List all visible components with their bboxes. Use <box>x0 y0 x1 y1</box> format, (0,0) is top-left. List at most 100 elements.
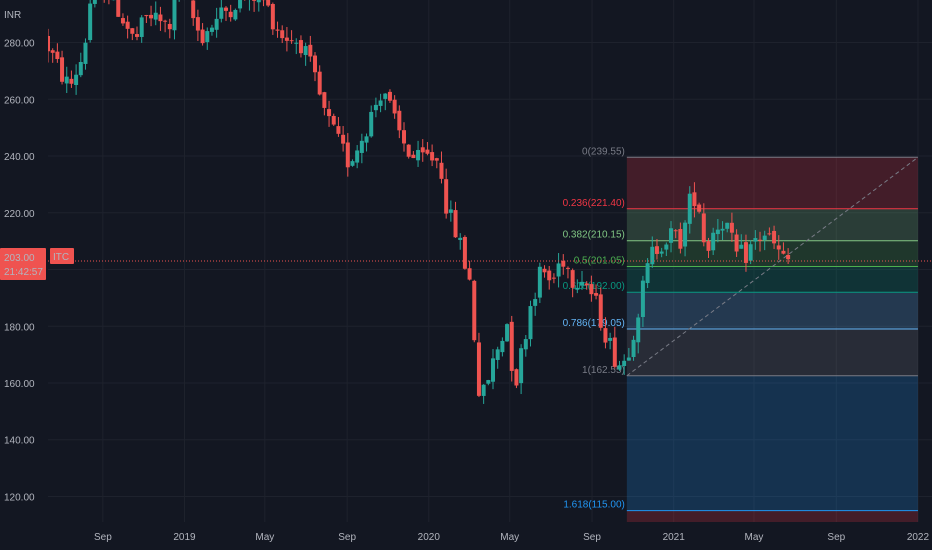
candle-body <box>317 71 322 95</box>
candle-body <box>125 21 130 29</box>
candle-body <box>762 235 767 240</box>
candle-body <box>397 110 402 131</box>
candle-body <box>697 204 702 212</box>
candle-body <box>444 179 449 214</box>
candle-body <box>172 0 177 31</box>
candle-body <box>753 238 758 242</box>
candle-body <box>505 324 510 342</box>
candle-body <box>416 149 421 161</box>
candle-body <box>491 358 496 382</box>
candle-body <box>603 328 608 343</box>
candles <box>46 0 791 404</box>
candle-body <box>434 158 439 161</box>
candle-body <box>153 12 158 20</box>
candle-body <box>322 92 327 108</box>
candle-body <box>556 263 561 277</box>
time-tick-label: 2019 <box>173 532 196 543</box>
candle-body <box>383 93 388 99</box>
price-badge-time: 21:42:57 <box>4 267 43 278</box>
candle-body <box>191 0 196 19</box>
candle-body <box>622 360 627 367</box>
candle-body <box>406 144 411 157</box>
candle-body <box>298 40 303 54</box>
candle-body <box>786 254 791 260</box>
candle-body <box>209 27 214 32</box>
candle-body <box>411 154 416 159</box>
fib-trend-line <box>626 156 919 377</box>
candle-body <box>448 209 453 213</box>
time-axis[interactable]: Sep 2019 May Sep 2020 May Sep 2021 May Sep 2022 <box>0 522 932 550</box>
candle-body <box>673 230 678 232</box>
candle-body <box>158 14 163 22</box>
candle-body <box>219 7 224 19</box>
candle-body <box>439 162 444 179</box>
candle-body <box>50 50 55 53</box>
candle-body <box>533 299 538 306</box>
candle-body <box>453 210 458 238</box>
candle-body <box>233 9 238 20</box>
candle-body <box>678 229 683 249</box>
time-tick-label: Sep <box>827 532 845 543</box>
price-tick-label: 280.00 <box>4 39 35 50</box>
candle-body <box>313 55 318 73</box>
candle-body <box>275 29 280 31</box>
candle-body <box>683 222 688 247</box>
time-tick-label: May <box>500 532 519 543</box>
candle-body <box>654 246 659 254</box>
time-tick-label: 2020 <box>418 532 441 543</box>
candle-body <box>88 3 93 41</box>
candle-body <box>687 193 692 224</box>
time-tick-label: Sep <box>583 532 601 543</box>
candle-body <box>701 213 706 243</box>
fib-zone <box>626 375 918 511</box>
candle-body <box>509 321 514 371</box>
candle-body <box>205 31 210 43</box>
candle-body <box>669 228 674 243</box>
time-axis-background <box>0 522 932 550</box>
candle-body <box>392 99 397 114</box>
fib-level-label: 0.236(221.40) <box>563 198 625 209</box>
time-tick-label: May <box>255 532 274 543</box>
candle-body <box>60 57 65 82</box>
price-badge-box <box>0 248 46 280</box>
fib-zone <box>626 157 918 209</box>
fib-level-label: 0(239.55) <box>582 146 625 157</box>
candle-body <box>135 34 140 37</box>
candle-body <box>715 229 720 235</box>
candle-body <box>594 293 599 296</box>
candle-body <box>758 239 763 241</box>
candle-body <box>476 342 481 396</box>
candle-body <box>767 233 772 235</box>
candle-body <box>458 237 463 240</box>
candle-body <box>584 283 589 286</box>
candle-body <box>776 245 781 250</box>
candle-body <box>748 244 753 261</box>
fib-zone <box>626 328 918 376</box>
fib-level-label: 1(162.55) <box>582 365 625 376</box>
candle-body <box>542 268 547 273</box>
candle-body <box>149 14 154 19</box>
candle-body <box>425 149 430 154</box>
symbol-badge-box <box>50 248 74 264</box>
candle-body <box>659 251 664 254</box>
candle-body <box>74 74 79 86</box>
candle-body <box>130 28 135 34</box>
price-tick-label: 260.00 <box>4 95 35 106</box>
fibonacci-retracement[interactable]: 0(239.55) 0.236(221.40) 0.382(210.15) 0.5(2… <box>563 146 919 522</box>
candle-body <box>486 380 491 384</box>
candle-body <box>331 115 336 125</box>
candle-body <box>589 284 594 295</box>
candle-body <box>481 384 486 396</box>
candle-body <box>706 241 711 251</box>
price-badge: 203.00 21:42:57 ITC <box>0 248 74 280</box>
candle-body <box>256 0 261 3</box>
candle-body <box>294 42 299 44</box>
fib-zone <box>626 510 918 522</box>
price-tick-label: 180.00 <box>4 322 35 333</box>
candle-body <box>289 40 294 42</box>
fib-level-label: 0.382(210.15) <box>563 230 625 241</box>
candle-body <box>561 260 566 267</box>
candle-body <box>55 51 60 60</box>
